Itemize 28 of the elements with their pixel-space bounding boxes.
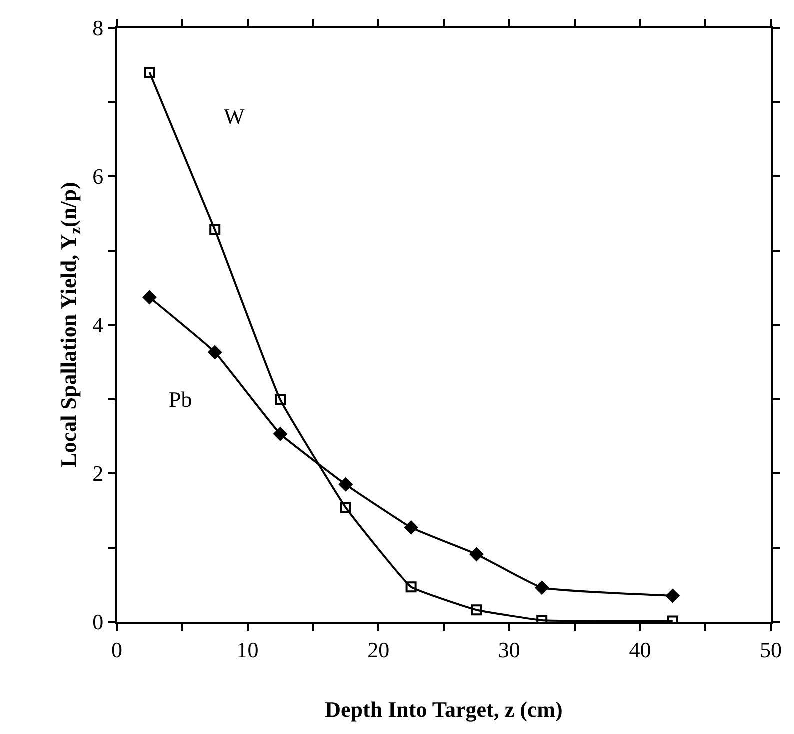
y-tick-label: 4 [92,312,104,338]
point [274,427,288,441]
point [470,548,484,562]
point [142,290,157,304]
y-tick-label: 6 [92,164,104,190]
text: W [224,104,245,129]
x-tick-label: 30 [498,637,520,662]
y-tick-label: 2 [92,461,104,486]
point [340,502,352,514]
y-tick-label: 8 [92,16,104,41]
point [406,582,417,593]
point [275,394,286,406]
point [208,346,222,360]
x-tick-label: 20 [368,637,390,662]
x-tick-label: 50 [760,637,782,662]
point [210,224,221,236]
point [144,67,156,78]
x-tick-label: 40 [629,637,652,662]
point [471,604,482,616]
point [535,581,549,595]
series-label: Pb [169,387,192,412]
point [339,478,353,492]
x-axis-title: Depth Into Target, z (cm) [325,696,563,722]
point [404,520,418,535]
point [666,589,680,603]
y-tick-label: 0 [92,610,104,635]
x-tick-label: 10 [236,637,259,662]
x-tick-label: 0 [112,637,122,662]
